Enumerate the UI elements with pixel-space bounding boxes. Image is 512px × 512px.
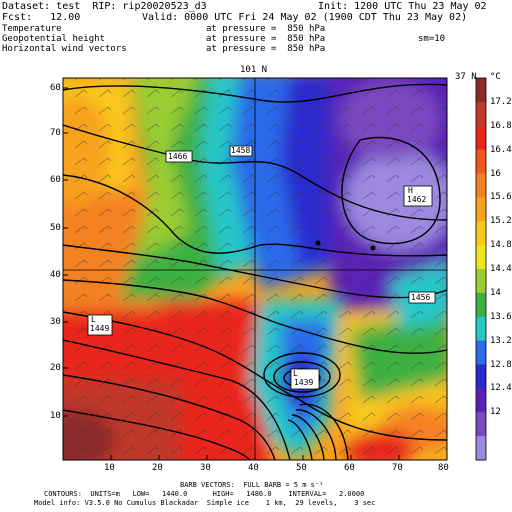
smoothing-label: sm=10 [418, 34, 446, 44]
colorbar-swatch [476, 78, 486, 103]
colorbar-label: 14 [490, 287, 501, 298]
init-time: Init: 1200 UTC Thu 23 May 02 [318, 1, 487, 12]
colorbar-label: 17.2 [490, 96, 512, 107]
colorbar-label: 16.8 [490, 120, 512, 131]
colorbar-swatch [476, 388, 486, 413]
contour-label-box-c [408, 291, 436, 304]
x-tick-20: 20 [152, 463, 163, 473]
y-tick-20: 20 [50, 363, 61, 373]
high-symbol: H [408, 186, 413, 195]
colorbar-label: 12.4 [490, 383, 512, 394]
y-tick-70: 70 [50, 128, 61, 138]
colorbar-swatch [476, 125, 486, 151]
field2-name: Geopotential height [2, 34, 105, 44]
x-tick-70: 70 [392, 463, 403, 473]
colorbar-swatch [476, 101, 486, 127]
contour-label-box-b [229, 145, 253, 157]
high-box [403, 185, 433, 207]
colorbar-swatch [476, 245, 486, 270]
colorbar-swatch [476, 340, 486, 366]
y-tick-30: 30 [50, 317, 61, 327]
y-tick-10: 10 [50, 411, 61, 421]
colorbar-label: 13.6 [490, 311, 512, 322]
colorbar-label: 14.4 [490, 264, 512, 274]
y-tick-60b: 60 [50, 175, 61, 185]
low-west-value: 1449 [90, 324, 110, 333]
low-west-box [87, 314, 113, 336]
colorbar-swatch [476, 149, 486, 175]
colorbar-swatch [476, 364, 486, 389]
field1-name: Temperature [2, 24, 62, 34]
contours-note: CONTOURS: UNITS=m LOW= 1440.0 HIGH= 1486… [44, 490, 365, 498]
low-west-symbol: L [91, 315, 96, 324]
colorbar-label: 13.2 [490, 335, 512, 346]
y-tick-60: 60 [50, 83, 61, 93]
colorbar-label: 15.2 [490, 216, 512, 227]
colorbar-swatch [476, 436, 486, 461]
model-info: Model info: V3.5.0 No Cumulus Blackadar … [34, 499, 376, 507]
temperature-field [63, 78, 447, 460]
x-tick-30: 30 [200, 463, 211, 473]
colorbar-swatch [476, 173, 486, 198]
forecast-hour: Fcst: 12.00 [2, 12, 81, 23]
colorbar-label: 16.4 [490, 144, 512, 155]
x-tick-10: 10 [104, 463, 115, 473]
colorbar-label: 12.8 [490, 359, 512, 370]
field2-level: at pressure = 850 hPa [206, 34, 326, 44]
colorbar-label: 16 [490, 168, 501, 179]
colorbar-swatch [476, 269, 486, 294]
field3-name: Horizontal wind vectors [2, 44, 127, 54]
colorbar-swatch [476, 197, 486, 222]
plot-corner-label: 37 N [455, 72, 477, 82]
x-tick-50: 50 [296, 463, 307, 473]
x-tick-60: 60 [344, 463, 355, 473]
x-tick-80: 80 [438, 463, 449, 473]
colorbar-swatch [476, 292, 486, 318]
colorbar-unit: °C [490, 72, 501, 82]
y-tick-40: 40 [50, 270, 61, 280]
colorbar [476, 78, 486, 461]
dataset-label: Dataset: test RIP: rip20020523_d3 [2, 1, 207, 12]
valid-time: Valid: 0000 UTC Fri 24 May 02 (1900 CDT … [142, 12, 468, 23]
low-south-value: 1439 [294, 378, 314, 387]
barb-vectors-note: BARB VECTORS: FULL BARB = 5 m s⁻¹ [180, 481, 324, 489]
contour-label-box-a [165, 150, 193, 163]
field3-level: at pressure = 850 hPa [206, 44, 326, 54]
y-tick-50: 50 [50, 223, 61, 233]
colorbar-swatch [476, 316, 486, 342]
colorbar-label: 12 [490, 407, 501, 418]
colorbar-label: 15.6 [490, 192, 512, 203]
low-south-symbol: L [293, 369, 298, 378]
colorbar-label: 14.8 [490, 240, 512, 251]
x-tick-40: 40 [248, 463, 259, 473]
field1-level: at pressure = 850 hPa [206, 24, 326, 34]
contour-label-c: 1456 [411, 293, 431, 302]
colorbar-swatch [476, 221, 486, 246]
plot-top-label: 101 N [240, 65, 268, 75]
contour-label-a: 1466 [168, 152, 188, 161]
contour-label-b: 1458 [231, 146, 251, 155]
high-value: 1462 [407, 195, 427, 204]
low-south-box [290, 368, 320, 390]
height-contours [63, 83, 447, 460]
colorbar-swatch [476, 412, 486, 437]
